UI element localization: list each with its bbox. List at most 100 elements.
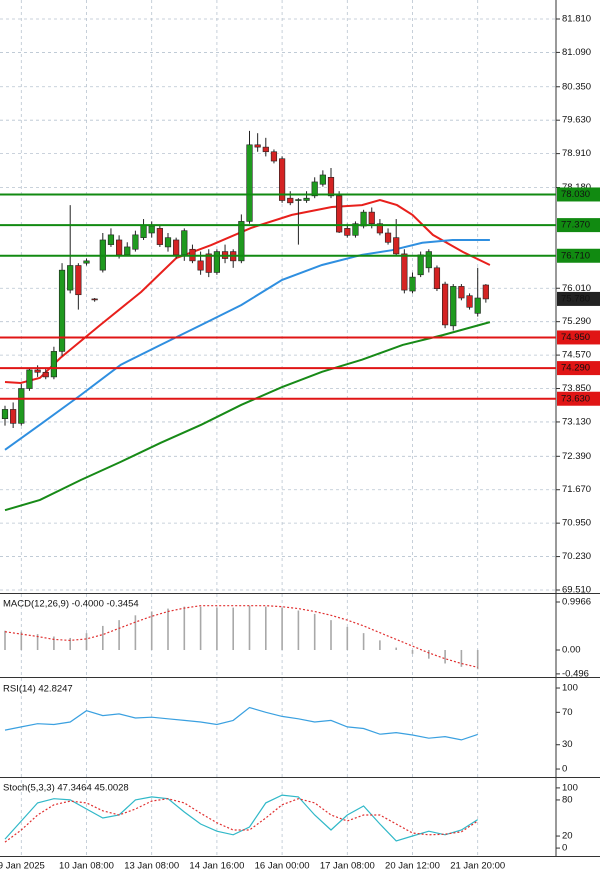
candle-body <box>295 199 302 201</box>
histogram-bar <box>346 626 349 650</box>
histogram-bar <box>248 605 251 650</box>
indicator-line <box>4 798 479 843</box>
histogram-bar <box>444 649 446 664</box>
indicator-line <box>4 706 478 741</box>
candle-body <box>303 197 310 201</box>
y-tick-label: 75.290 <box>562 316 591 327</box>
candle-body <box>148 225 155 234</box>
y-tick-label: 70.230 <box>562 551 591 562</box>
candle-body <box>107 234 115 245</box>
candle-body <box>42 371 49 378</box>
candle-body <box>401 253 408 291</box>
y-tick-label: 0 <box>562 843 567 854</box>
y-tick-label: 81.810 <box>562 14 591 25</box>
candle-body <box>197 260 204 271</box>
y-tick-label: 79.630 <box>562 115 591 126</box>
candle-body <box>75 265 82 296</box>
y-tick-label: 70 <box>562 707 573 718</box>
candle-body <box>433 267 441 290</box>
histogram-bar <box>69 637 71 650</box>
level-label: 78.030 <box>561 189 590 200</box>
indicator-line <box>4 198 491 385</box>
level-box <box>557 391 600 406</box>
histogram-bar <box>313 613 316 650</box>
y-tick-label: 0.00 <box>562 645 581 656</box>
indicator-line <box>4 239 490 451</box>
x-tick-label: 21 Jan 20:00 <box>450 861 505 872</box>
histogram-bar <box>362 633 365 650</box>
level-box <box>557 218 600 233</box>
histogram-bar <box>85 633 88 650</box>
indicator-line <box>4 321 491 512</box>
candle-body <box>156 228 163 245</box>
last-price-label: 75.780 <box>561 293 590 304</box>
level-label: 77.370 <box>561 220 590 231</box>
x-tick-label: 16 Jan 00:00 <box>255 861 310 872</box>
candle-body <box>10 409 17 424</box>
indicator-line <box>4 605 478 668</box>
level-label: 74.290 <box>561 363 590 374</box>
y-tick-label: 73.130 <box>562 416 591 427</box>
level-label: 74.950 <box>561 332 590 343</box>
histogram-bar <box>118 620 120 650</box>
histogram-bar <box>330 620 332 650</box>
candle-body <box>376 223 384 234</box>
indicator-label: Stoch(5,3,3) 47.3464 45.0028 <box>3 783 129 794</box>
histogram-bar <box>281 607 283 650</box>
candle-body <box>238 221 245 262</box>
histogram-bar <box>20 631 23 650</box>
candle-body <box>458 286 465 299</box>
y-tick-label: 81.090 <box>562 47 591 58</box>
histogram-bar <box>134 615 137 650</box>
y-tick-label: 69.510 <box>562 585 591 596</box>
candle-body <box>254 144 261 148</box>
candle-body <box>91 298 98 301</box>
candle-body <box>319 174 326 185</box>
candle-body <box>50 351 57 378</box>
candle-body <box>132 234 139 250</box>
histogram-bar <box>232 607 234 650</box>
candle-body <box>425 251 432 269</box>
histogram-bar <box>150 611 153 650</box>
candle-body <box>213 251 221 273</box>
histogram-bar <box>395 647 397 650</box>
indicator-label: RSI(14) 42.8247 <box>3 684 73 695</box>
candle-body <box>278 158 286 201</box>
histogram-bar <box>265 606 267 650</box>
candle-body <box>124 246 131 256</box>
histogram-bar <box>36 634 39 650</box>
candle-body <box>384 232 392 243</box>
level-box <box>557 361 600 376</box>
y-tick-label: 0 <box>562 764 567 775</box>
y-tick-label: 74.570 <box>562 350 591 361</box>
y-tick-label: -0.496 <box>562 668 589 679</box>
x-tick-label: 10 Jan 08:00 <box>59 861 114 872</box>
histogram-bar <box>476 649 479 670</box>
histogram-bar <box>428 649 430 659</box>
level-label: 73.630 <box>561 393 590 404</box>
candle-body <box>67 265 74 291</box>
candle-body <box>344 228 351 236</box>
candle-body <box>26 369 33 389</box>
y-tick-label: 0.9966 <box>562 597 591 608</box>
candle-body <box>173 239 180 256</box>
histogram-bar <box>183 606 186 650</box>
histogram-bar <box>297 610 300 650</box>
candle-body <box>246 144 253 222</box>
candle-body <box>352 223 359 236</box>
candle-body <box>181 230 188 256</box>
pane: 81.81081.09080.35079.63078.91078.18076.0… <box>0 14 600 596</box>
x-tick-label: 17 Jan 08:00 <box>320 861 375 872</box>
y-tick-label: 100 <box>562 683 578 694</box>
y-tick-label: 20 <box>562 831 573 842</box>
candle-body <box>205 253 212 273</box>
candle-body <box>466 295 473 308</box>
candle-body <box>441 283 449 326</box>
histogram-bar <box>4 630 6 650</box>
pane: 0.9966 0.00 -0.496 MACD(12,26,9) -0.4000 -0… <box>3 597 591 680</box>
candle-body <box>327 176 335 197</box>
histogram-bar <box>102 625 104 650</box>
y-tick-label: 78.910 <box>562 148 591 159</box>
